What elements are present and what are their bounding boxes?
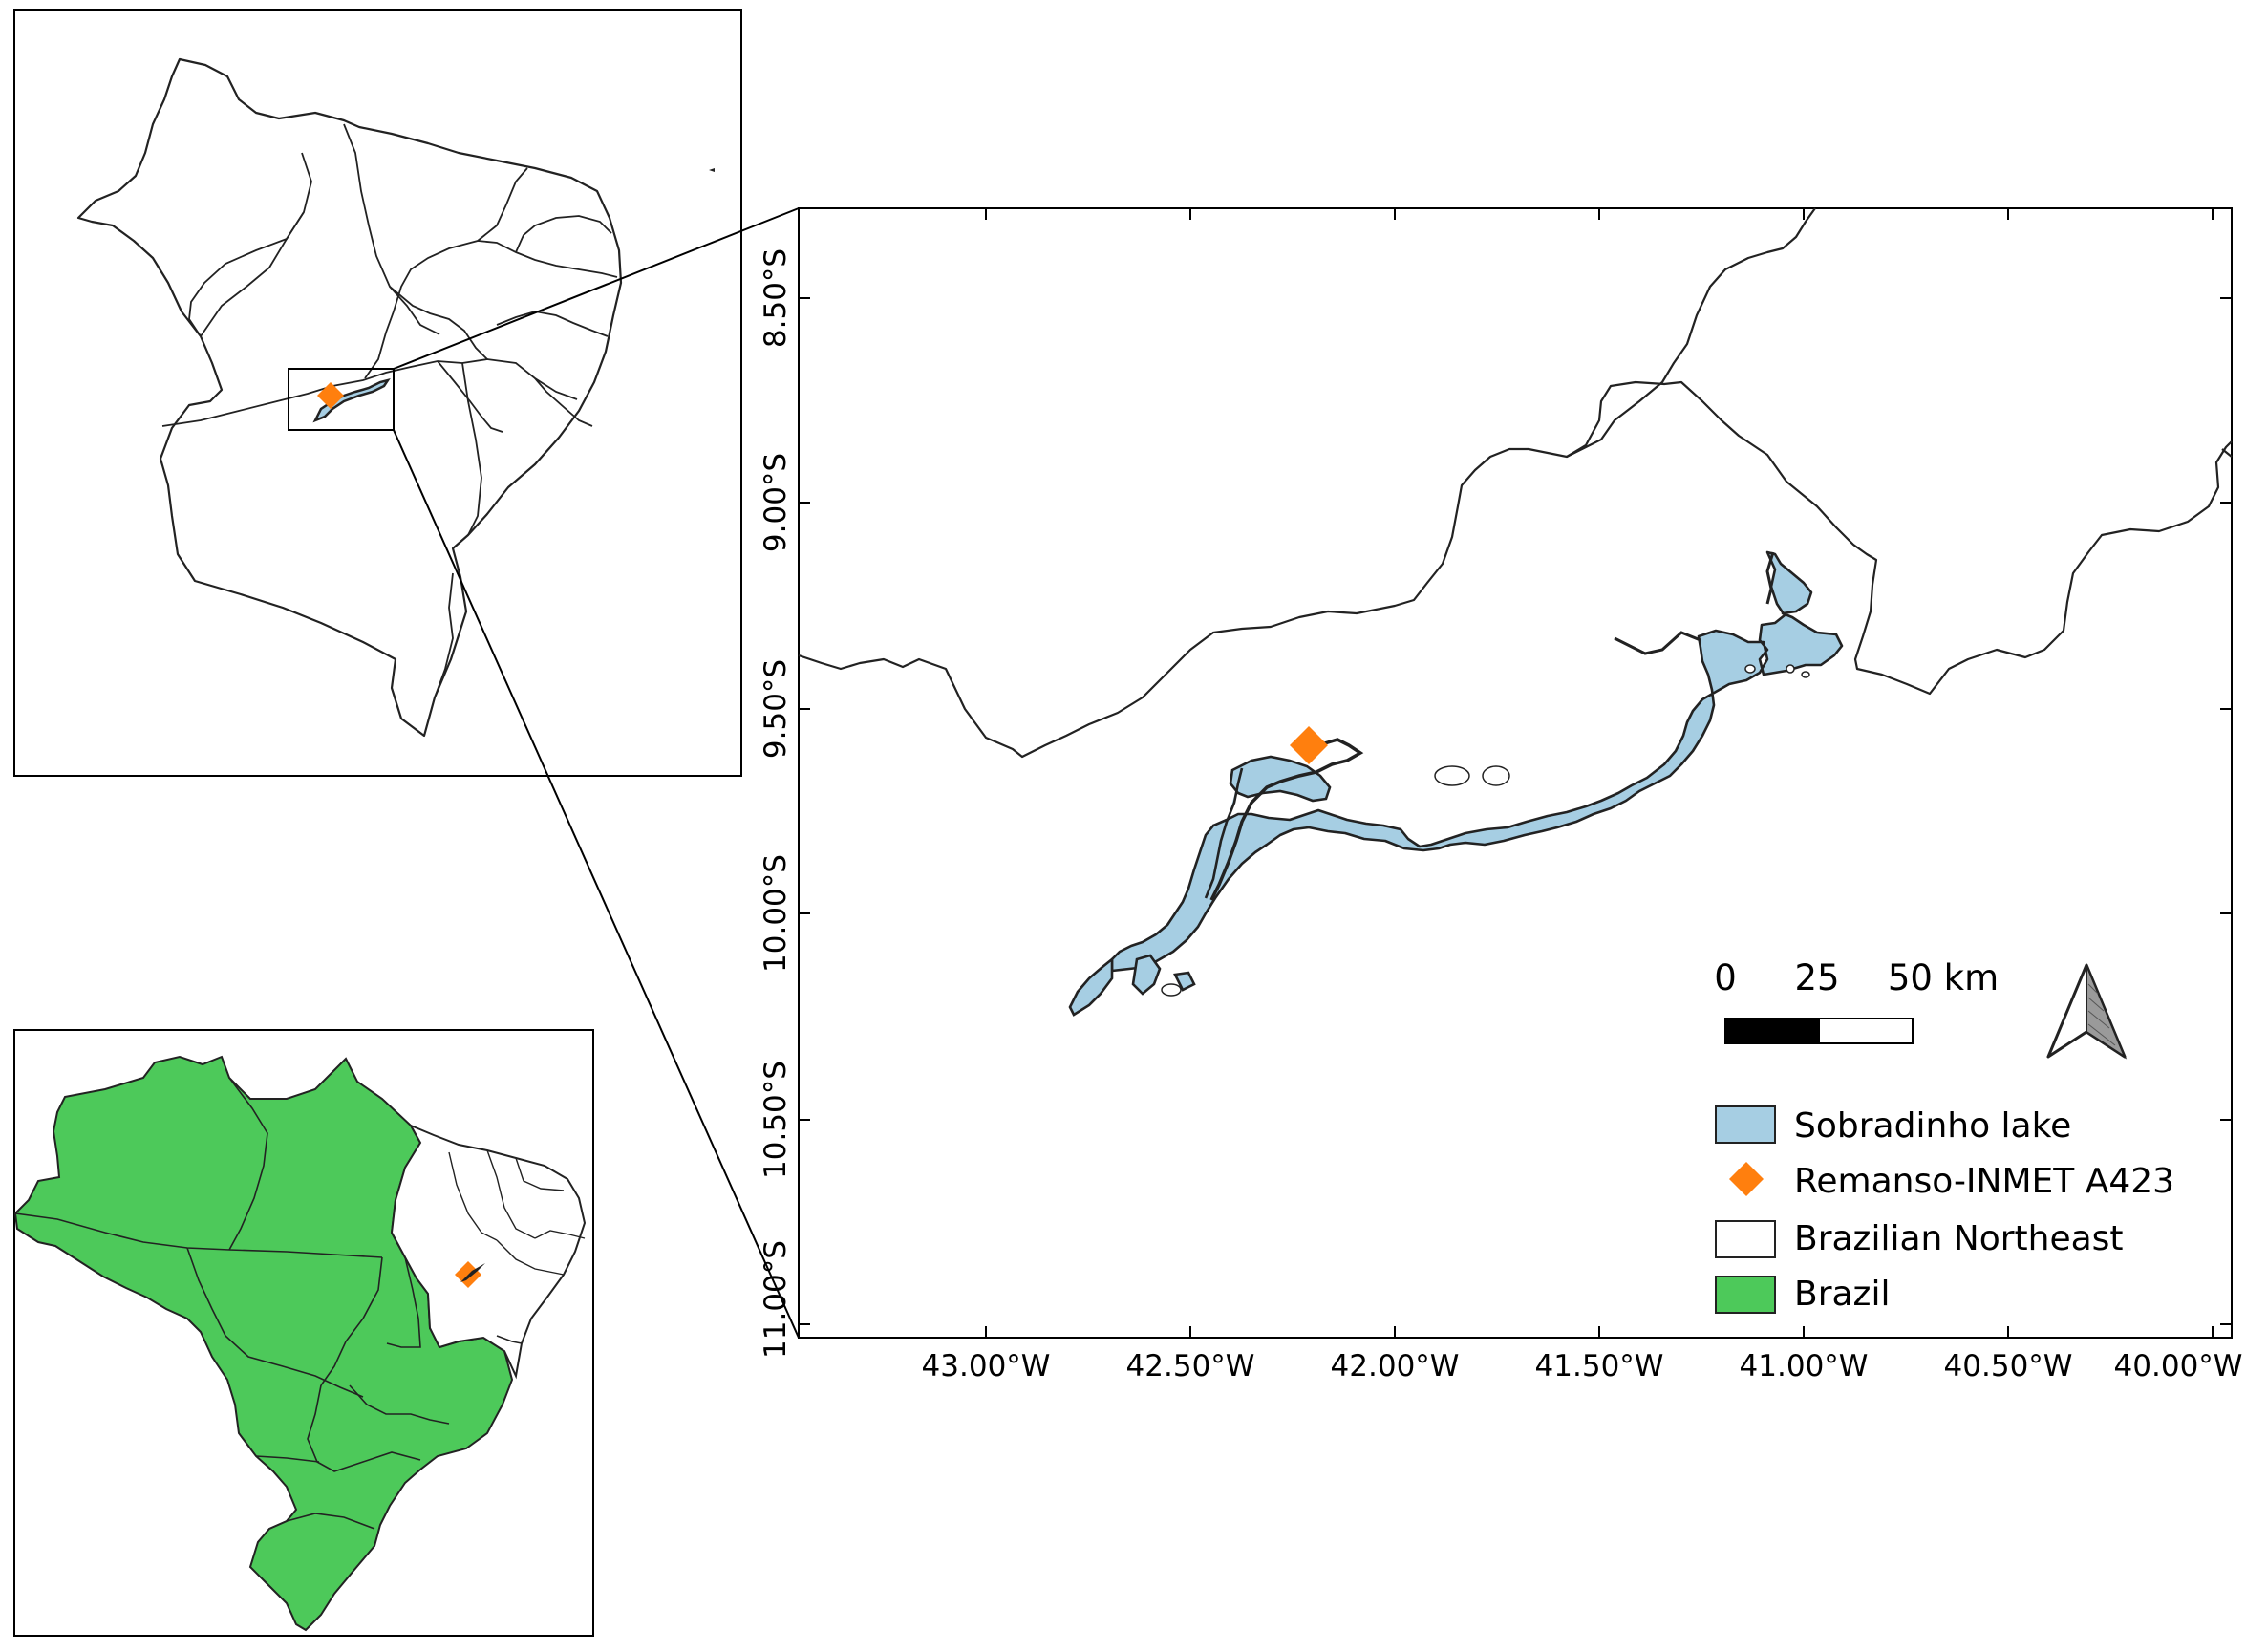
lon-label-2: 42.50°W bbox=[1126, 1349, 1255, 1384]
lon-label-7: 40.00°W bbox=[2114, 1349, 2243, 1384]
zoom-line-top bbox=[393, 207, 800, 370]
legend-swatch-brazil bbox=[1715, 1276, 1776, 1314]
border-pernambuco bbox=[1566, 207, 1816, 458]
scale-label-50: 50 km bbox=[1888, 957, 1999, 998]
legend-label-northeast: Brazilian Northeast bbox=[1794, 1219, 2124, 1258]
lake-southwest-islets bbox=[1173, 971, 1196, 992]
legend: Sobradinho lake Remanso-INMET A423 Brazi… bbox=[1715, 1105, 2174, 1314]
sobradinho-lake-south-arm bbox=[1068, 956, 1114, 1017]
lon-label-3: 42.00°W bbox=[1331, 1349, 1460, 1384]
lat-label-1: 8.50°S bbox=[759, 248, 793, 348]
lon-label-6: 40.50°W bbox=[1944, 1349, 2073, 1384]
lake-mark-brazil bbox=[460, 1263, 485, 1282]
lat-label-5: 10.50°S bbox=[759, 1061, 793, 1179]
north-arrow-icon bbox=[2046, 963, 2128, 1060]
scale-bar: 0 25 50 km bbox=[1714, 957, 1999, 1044]
lon-label-5: 41.00°W bbox=[1740, 1349, 1869, 1384]
lon-tick-marks bbox=[985, 208, 2214, 1338]
border-east bbox=[2221, 448, 2233, 458]
brazil-state-borders bbox=[14, 1077, 523, 1530]
brazil-inset bbox=[13, 1029, 594, 1637]
scale-bar-white bbox=[1818, 1018, 1914, 1044]
brazil-northeast-borders bbox=[448, 1149, 586, 1276]
station-marker-inset bbox=[317, 382, 344, 409]
legend-swatch-northeast bbox=[1715, 1220, 1776, 1258]
sobradinho-lake bbox=[1110, 550, 1844, 973]
legend-label-station: Remanso-INMET A423 bbox=[1794, 1162, 2174, 1201]
legend-label-brazil: Brazil bbox=[1794, 1275, 1890, 1314]
lat-label-4: 10.00°S bbox=[759, 854, 793, 973]
northeast-state-borders bbox=[161, 123, 618, 698]
scale-bar-black bbox=[1724, 1018, 1820, 1044]
brazil-green-states bbox=[13, 1055, 514, 1632]
lat-tick-marks bbox=[799, 297, 2232, 1325]
northeast-inset bbox=[13, 9, 742, 777]
island-mark bbox=[709, 168, 715, 172]
lat-label-2: 9.00°S bbox=[759, 453, 793, 552]
scale-label-0: 0 bbox=[1714, 957, 1737, 998]
lat-label-6: 11.00°S bbox=[759, 1240, 793, 1359]
sobradinho-lake-arm bbox=[1204, 767, 1244, 899]
lake-southwest-bit bbox=[1131, 954, 1162, 996]
zoom-line-bottom bbox=[393, 429, 800, 1339]
border-piaui-bahia bbox=[798, 380, 2233, 759]
main-map: 8.50°S 9.00°S 9.50°S 10.00°S 10.50°S 11.… bbox=[759, 207, 2243, 1384]
legend-swatch-lake bbox=[1715, 1105, 1776, 1144]
sobradinho-lake-west-lobe bbox=[1229, 755, 1332, 803]
lake-west-shore bbox=[1209, 738, 1364, 901]
study-area-box bbox=[288, 368, 395, 431]
main-map-state-borders bbox=[798, 207, 2233, 759]
lon-label-1: 43.00°W bbox=[922, 1349, 1051, 1384]
lon-label-4: 41.50°W bbox=[1535, 1349, 1664, 1384]
lake-northeast-arm bbox=[1614, 551, 1775, 655]
station-marker-main bbox=[1290, 726, 1328, 764]
lat-label-3: 9.50°S bbox=[759, 659, 793, 759]
main-map-frame bbox=[798, 207, 2233, 1339]
legend-label-lake: Sobradinho lake bbox=[1794, 1106, 2071, 1146]
legend-marker-station bbox=[1729, 1162, 1764, 1196]
lake-islands bbox=[1161, 664, 1810, 997]
scale-label-25: 25 bbox=[1794, 957, 1839, 998]
